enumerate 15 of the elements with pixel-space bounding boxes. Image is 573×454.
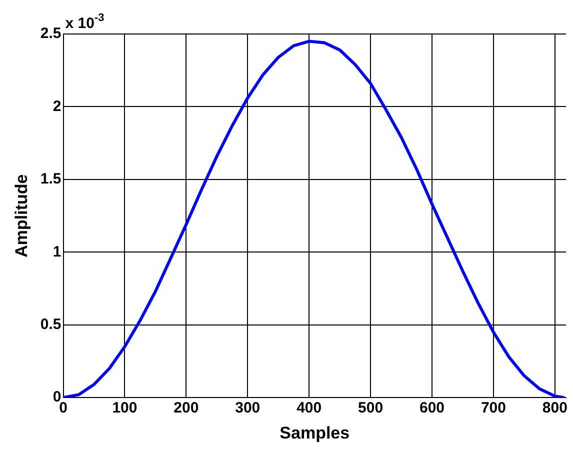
- y-axis-title: Amplitude: [12, 174, 31, 258]
- x-tick-label: 600: [420, 400, 445, 417]
- x-axis-title: Samples: [280, 423, 350, 442]
- x-tick-label: 800: [542, 400, 568, 417]
- x-tick-label: 500: [358, 400, 384, 417]
- y-tick-label: 1.5: [40, 170, 62, 188]
- x-tick-label: 700: [480, 400, 506, 417]
- x-tick-label: 100: [112, 400, 138, 417]
- x-tick-label: 400: [296, 400, 322, 417]
- y-tick-label: 2.5: [40, 25, 62, 42]
- x-tick-label: 300: [235, 400, 260, 417]
- y-tick-label: 1: [52, 243, 62, 260]
- x-tick-label: 200: [174, 400, 199, 417]
- y-tick-label: 0.5: [40, 316, 62, 334]
- y-tick-label: 2: [52, 98, 62, 115]
